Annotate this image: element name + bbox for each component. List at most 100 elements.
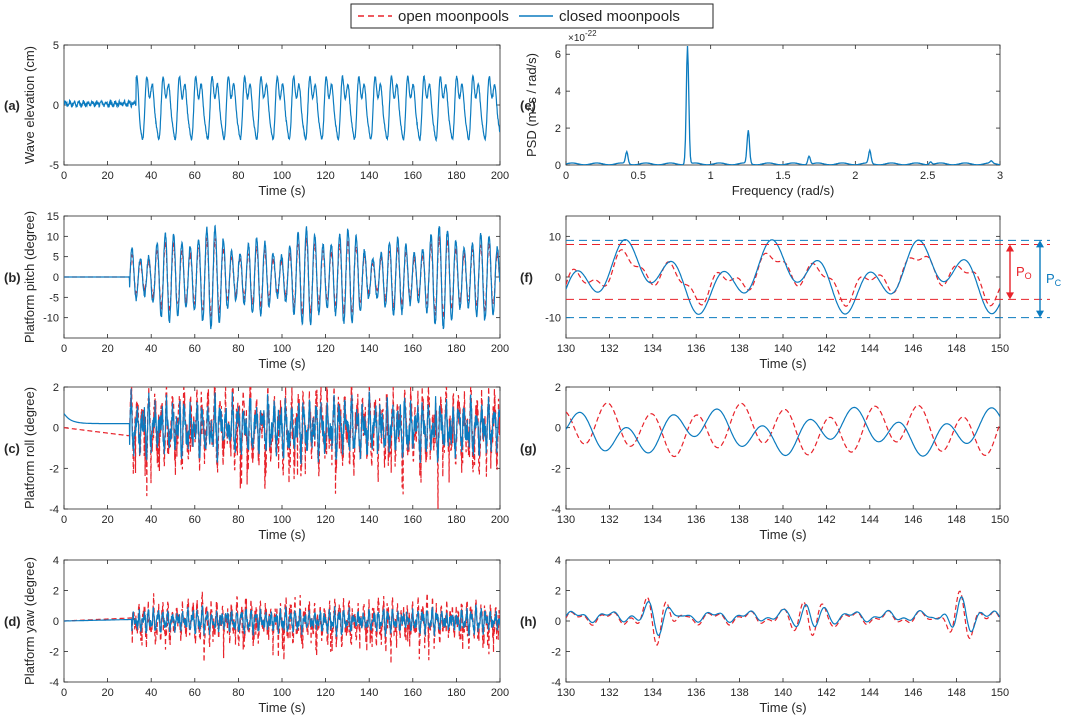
x-axis-label: Time (s) — [258, 356, 305, 371]
panel-e: 0 0.5 1 1.5 2 2.5 3 0 2 4 6 Frequency (rad/s) PSD (m… — [520, 29, 1003, 198]
x-tick-label: 40 — [145, 514, 157, 526]
x-tick-label: 60 — [189, 687, 201, 699]
annotation-main: P — [1016, 264, 1025, 279]
x-tick-label: 100 — [273, 514, 291, 526]
panel-label: (b) — [4, 270, 21, 285]
x-tick-label: 180 — [447, 514, 465, 526]
x-axis-label: Time (s) — [258, 700, 305, 715]
y-axis-label: PSD (m² s / rad/s) — [524, 53, 539, 157]
y-tick-label: -4 — [551, 504, 561, 516]
series-open-line — [64, 591, 500, 664]
exponent-base: ×10 — [568, 33, 585, 44]
annotation-label: PO — [1016, 264, 1032, 281]
series-closed-line — [64, 73, 500, 143]
panel-label: (e) — [520, 98, 536, 113]
y-tick-label: 0 — [53, 423, 59, 435]
plot-area — [566, 238, 1000, 315]
x-tick-label: 140 — [360, 170, 378, 182]
x-tick-label: 180 — [447, 343, 465, 355]
x-tick-label: 40 — [145, 170, 157, 182]
series-closed-line — [566, 238, 1000, 315]
y-tick-label: 10 — [549, 231, 561, 243]
y-tick-label: 2 — [53, 382, 59, 394]
panel-d: 0 20 40 60 80 100 120 140 160 180 200 -4 -2 0 2 4 Time (… — [4, 555, 509, 715]
x-tick-label: 130 — [557, 343, 575, 355]
x-tick-label: 144 — [861, 343, 879, 355]
y-tick-label: 4 — [555, 555, 561, 567]
x-tick-label: 80 — [232, 343, 244, 355]
x-tick-label: 148 — [947, 687, 965, 699]
x-tick-label: 146 — [904, 687, 922, 699]
series-closed-line — [566, 596, 1000, 637]
y-tick-label: 0 — [555, 160, 561, 172]
x-tick-label: 142 — [817, 514, 835, 526]
x-tick-label: 80 — [232, 687, 244, 699]
x-axis-label: Frequency (rad/s) — [732, 183, 835, 198]
panel-b: 0 20 40 60 80 100 120 140 160 180 200 -10 -5 0 5 10 15 Ti… — [4, 211, 509, 371]
x-tick-label: 130 — [557, 514, 575, 526]
x-tick-label: 130 — [557, 687, 575, 699]
x-tick-label: 40 — [145, 687, 157, 699]
x-tick-label: 146 — [904, 343, 922, 355]
panel-c: 0 20 40 60 80 100 120 140 160 180 200 -4 -2 0 2 Time (s… — [4, 382, 509, 542]
x-tick-label: 160 — [404, 343, 422, 355]
x-tick-label: 120 — [316, 170, 334, 182]
panel-label: (c) — [4, 441, 20, 456]
panel-label: (d) — [4, 614, 21, 629]
x-tick-label: 0 — [563, 170, 569, 182]
y-tick-label: 6 — [555, 49, 561, 61]
x-tick-label: 150 — [991, 687, 1009, 699]
plot-area — [64, 387, 500, 509]
y-tick-label: 10 — [47, 231, 59, 243]
x-tick-label: 150 — [991, 343, 1009, 355]
x-tick-label: 136 — [687, 343, 705, 355]
x-tick-label: 146 — [904, 514, 922, 526]
panel-label: (h) — [520, 614, 537, 629]
x-tick-label: 140 — [360, 343, 378, 355]
y-axis-label: Wave elevation (cm) — [22, 46, 37, 164]
y-tick-label: 5 — [53, 40, 59, 52]
y-tick-label: -5 — [49, 292, 59, 304]
y-axis-label: Platform roll (degree) — [22, 387, 37, 509]
x-tick-label: 200 — [491, 687, 509, 699]
axes-box — [63, 44, 501, 166]
y-tick-label: -4 — [49, 677, 59, 689]
y-tick-label: -2 — [49, 647, 59, 659]
y-tick-label: -2 — [49, 463, 59, 475]
x-tick-label: 134 — [644, 514, 662, 526]
x-tick-label: 0.5 — [631, 170, 646, 182]
series-closed-psd — [566, 45, 1000, 165]
x-tick-label: 0 — [61, 514, 67, 526]
x-axis-label: Time (s) — [258, 527, 305, 542]
axes-box — [565, 215, 1001, 339]
arrow-head-down — [1036, 310, 1044, 318]
y-tick-label: 2 — [555, 586, 561, 598]
legend-closed-label: closed moonpools — [559, 8, 680, 25]
plot-area — [566, 45, 1000, 165]
exponent-label: ×10-22 — [568, 29, 597, 44]
series-closed-line — [64, 224, 500, 330]
x-tick-label: 148 — [947, 343, 965, 355]
panel-label: (f) — [520, 270, 533, 285]
x-tick-label: 120 — [316, 343, 334, 355]
x-tick-label: 20 — [101, 687, 113, 699]
y-tick-label: 4 — [555, 86, 561, 98]
x-tick-label: 120 — [316, 514, 334, 526]
x-axis-label: Time (s) — [759, 356, 806, 371]
x-tick-label: 138 — [730, 687, 748, 699]
x-tick-label: 200 — [491, 514, 509, 526]
x-tick-label: 2 — [852, 170, 858, 182]
x-tick-label: 144 — [861, 514, 879, 526]
x-axis-label: Time (s) — [759, 700, 806, 715]
y-tick-label: -2 — [551, 463, 561, 475]
x-tick-label: 160 — [404, 170, 422, 182]
x-tick-label: 60 — [189, 343, 201, 355]
x-tick-label: 3 — [997, 170, 1003, 182]
series-closed-line — [64, 603, 500, 637]
x-tick-label: 20 — [101, 514, 113, 526]
x-tick-label: 142 — [817, 687, 835, 699]
x-tick-label: 1.5 — [775, 170, 790, 182]
y-tick-label: 2 — [53, 586, 59, 598]
series-open-line — [566, 402, 1000, 458]
